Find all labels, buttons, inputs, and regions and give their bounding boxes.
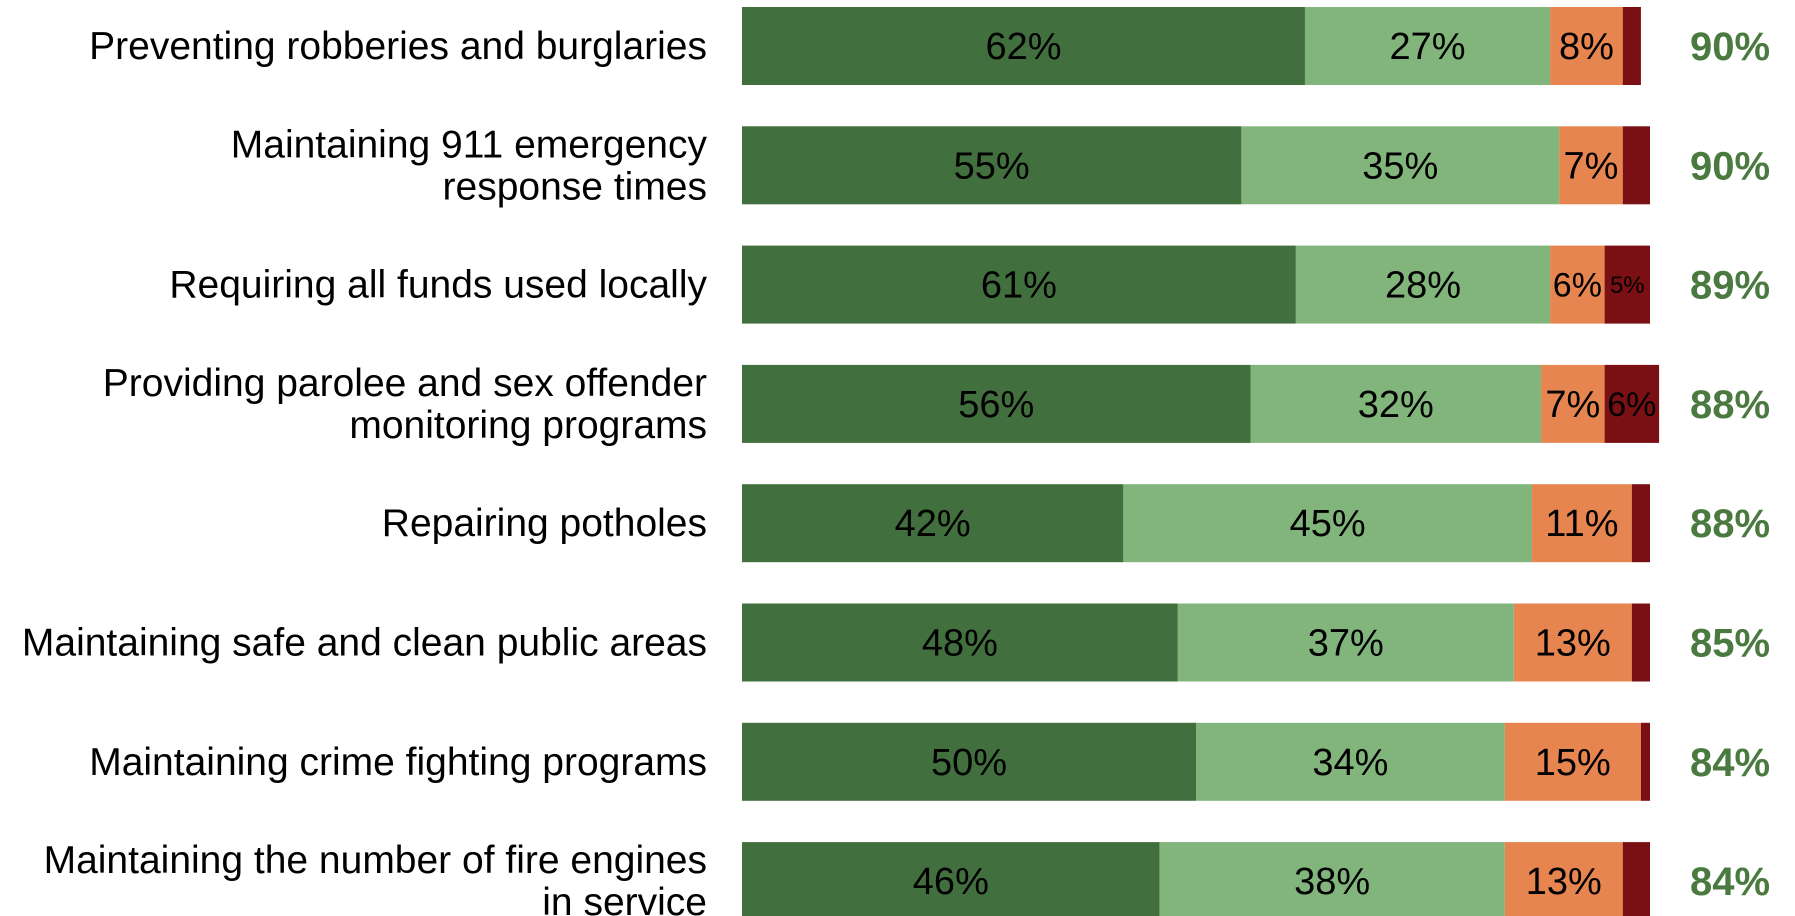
category-label-line: Maintaining safe and clean public areas	[22, 621, 707, 664]
bar-segment	[1295, 245, 1551, 324]
category-label-line: in service	[542, 881, 707, 916]
segment-label: 27%	[1390, 26, 1466, 68]
segment-label: 35%	[1362, 145, 1438, 187]
bar-segment	[742, 245, 1296, 324]
bar-segment	[1631, 484, 1650, 563]
total-label: 84%	[1690, 860, 1770, 904]
bar-segment	[742, 842, 1160, 916]
category-label: Preventing robberies and burglaries	[89, 25, 707, 68]
category-label-line: Repairing potholes	[382, 502, 707, 545]
segment-label: 45%	[1290, 503, 1366, 545]
bar-segment	[742, 126, 1242, 205]
bar-segment	[742, 484, 1124, 563]
bar-segment	[1559, 126, 1623, 205]
segment-label: 50%	[931, 742, 1007, 784]
total-label: 84%	[1690, 741, 1770, 785]
category-label: Repairing potholes	[382, 502, 707, 545]
segment-label: 11%	[1545, 503, 1618, 545]
category-label-line: Maintaining crime fighting programs	[89, 740, 707, 783]
category-label: Maintaining crime fighting programs	[89, 740, 707, 783]
category-label-line: Providing parolee and sex offender	[103, 361, 707, 404]
bar-segment	[1196, 722, 1505, 801]
bar-segment	[742, 603, 1178, 682]
bar-segment	[742, 364, 1251, 443]
bar-segment	[1550, 245, 1605, 324]
segment-label: 6%	[1553, 267, 1602, 305]
category-label-line: Preventing robberies and burglaries	[89, 25, 707, 68]
bar-segment	[1604, 245, 1650, 324]
bar-segment	[742, 722, 1196, 801]
total-label: 90%	[1690, 25, 1770, 69]
category-label: Providing parolee and sex offender monito…	[103, 361, 707, 446]
segment-label: 56%	[958, 384, 1034, 426]
category-label: Maintaining 911 emergency response times	[231, 123, 708, 208]
total-label: 90%	[1690, 144, 1770, 188]
segment-label: 48%	[922, 623, 998, 665]
segment-label: 38%	[1294, 861, 1370, 903]
bar-segment	[1640, 722, 1650, 801]
segment-label: 34%	[1312, 742, 1388, 784]
bar-segment	[1250, 364, 1542, 443]
category-label: Requiring all funds used locally	[169, 263, 707, 306]
category-label: Maintaining the number of fire engines in…	[44, 839, 707, 916]
category-label-line: response times	[443, 165, 707, 208]
bar-segment	[742, 7, 1305, 85]
segment-label: 37%	[1308, 623, 1384, 665]
segment-label: 5%	[1610, 272, 1645, 299]
total-label: 85%	[1690, 622, 1770, 666]
segment-label: 13%	[1526, 861, 1602, 903]
bar-segment	[1622, 7, 1641, 85]
bar-segment	[1631, 603, 1650, 682]
segment-label: 6%	[1607, 386, 1656, 424]
segment-label: 13%	[1535, 623, 1611, 665]
bar-segment	[1241, 126, 1560, 205]
bar-segment	[1604, 364, 1660, 443]
segment-label: 28%	[1385, 265, 1461, 307]
bar-segment	[1622, 126, 1650, 205]
bar-segment	[1123, 484, 1532, 563]
segment-label: 7%	[1564, 145, 1619, 187]
segment-label: 15%	[1535, 742, 1611, 784]
total-label: 89%	[1690, 264, 1770, 308]
category-label-line: Maintaining the number of fire engines	[44, 839, 707, 882]
category-label-line: Maintaining 911 emergency	[231, 123, 708, 166]
segment-label: 55%	[954, 145, 1030, 187]
category-label-line: Requiring all funds used locally	[169, 263, 707, 306]
category-label-line: monitoring programs	[349, 403, 707, 446]
bar-segment	[1304, 7, 1551, 85]
segment-label: 42%	[895, 503, 971, 545]
segment-label: 62%	[985, 26, 1061, 68]
bar-segment	[1622, 842, 1650, 916]
bar-segment	[1531, 484, 1632, 563]
bar-segment	[1177, 603, 1514, 682]
segment-label: 7%	[1545, 384, 1600, 426]
total-label: 88%	[1690, 502, 1770, 546]
total-label: 88%	[1690, 383, 1770, 427]
bar-segment	[1541, 364, 1605, 443]
segment-label: 8%	[1559, 26, 1614, 68]
category-label: Maintaining safe and clean public areas	[22, 621, 707, 664]
segment-label: 46%	[913, 861, 989, 903]
segment-label: 32%	[1358, 384, 1434, 426]
bar-segment	[1513, 603, 1632, 682]
bar-segment	[1550, 7, 1623, 85]
bar-segment	[1504, 722, 1641, 801]
bar-segment	[1159, 842, 1505, 916]
segment-label: 61%	[981, 265, 1057, 307]
bar-segment	[1504, 842, 1623, 916]
